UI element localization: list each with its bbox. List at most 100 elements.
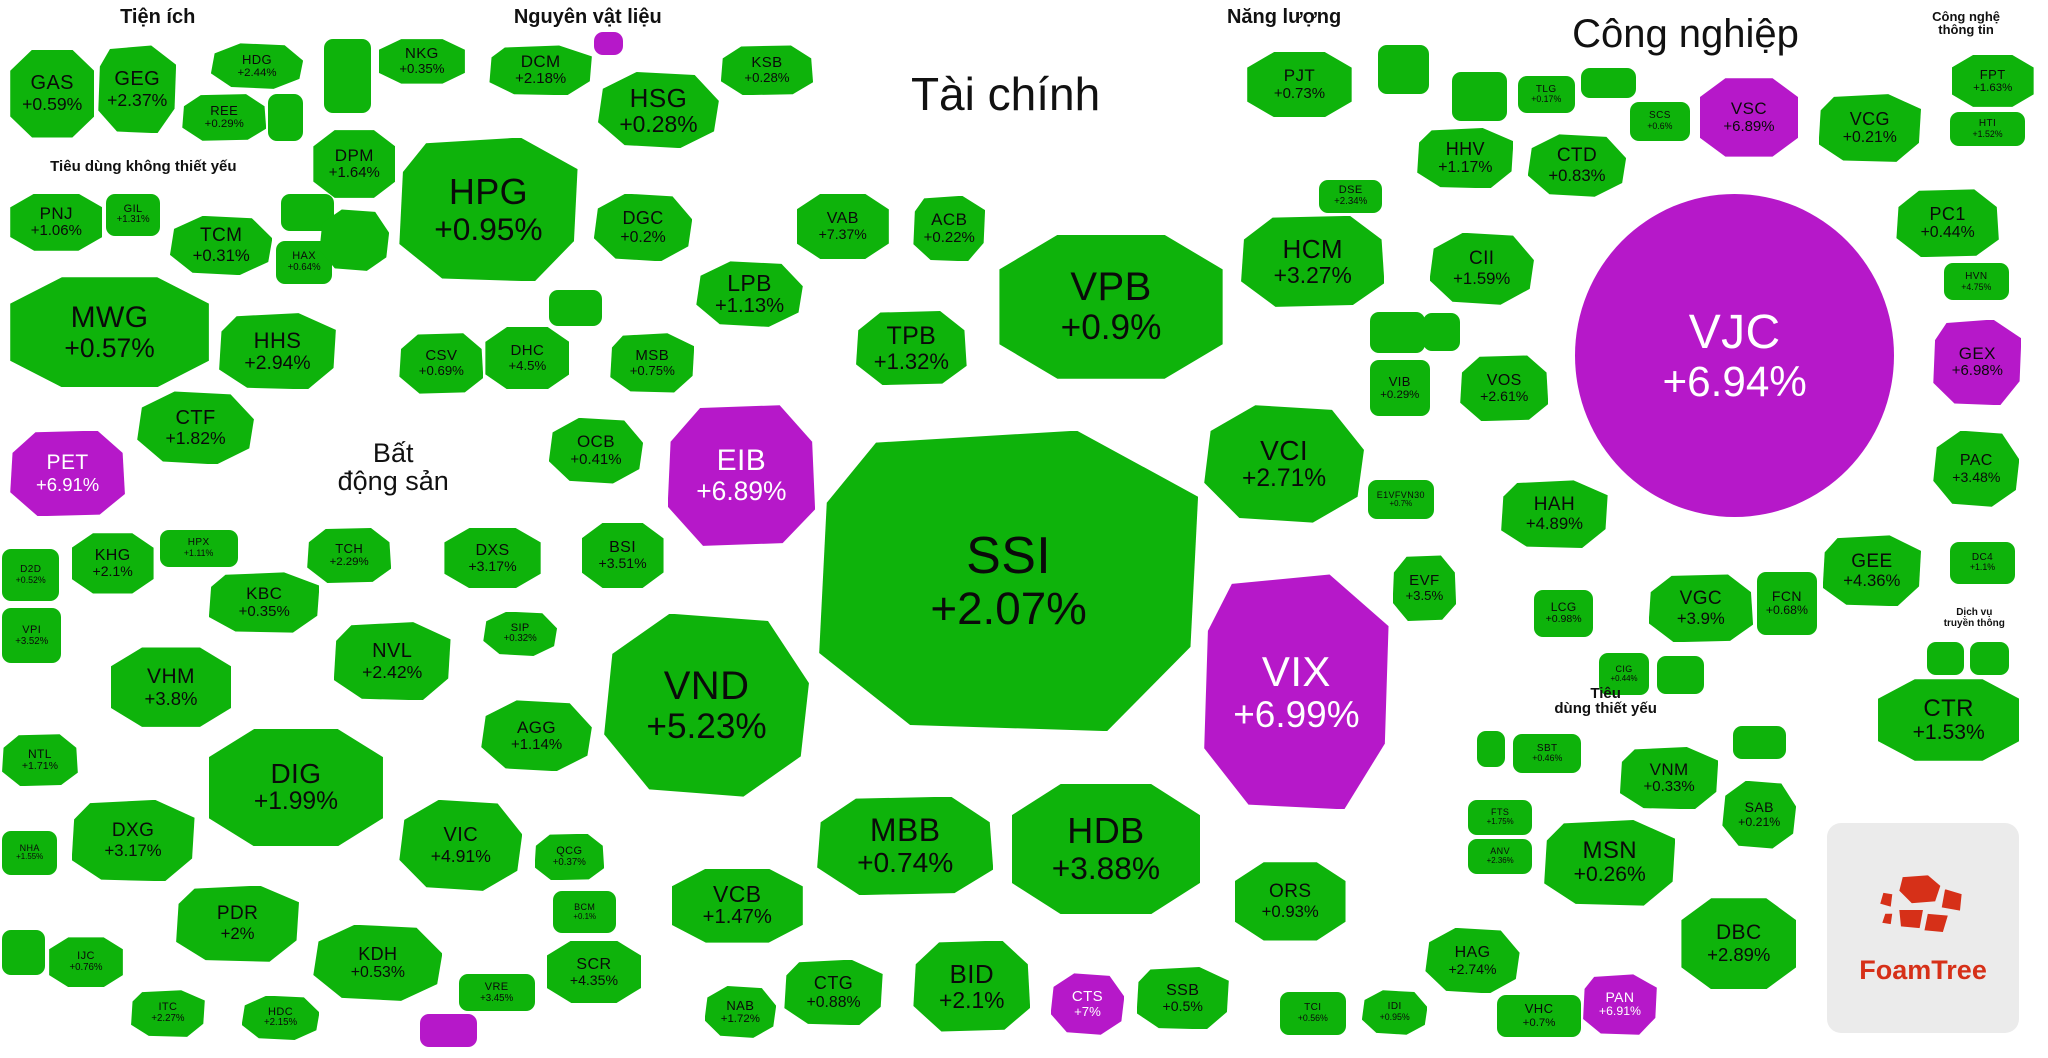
treemap-cell-dxs[interactable]: DXS +3.17% [444, 527, 541, 589]
treemap-cell[interactable] [593, 31, 623, 55]
treemap-cell[interactable] [1732, 725, 1786, 759]
treemap-cell-fts[interactable]: FTS +1.75% [1468, 799, 1532, 835]
treemap-cell-vab[interactable]: VAB +7.37% [796, 193, 889, 260]
treemap-cell-vre[interactable]: VRE +3.45% [458, 974, 535, 1012]
treemap-cell-vnd[interactable]: VND +5.23% [604, 613, 809, 797]
treemap-cell-dcm[interactable]: DCM +2.18% [489, 45, 592, 96]
treemap-cell-idi[interactable]: IDI +0.95% [1361, 990, 1428, 1035]
treemap-cell-ssi[interactable]: SSI +2.07% [819, 430, 1199, 732]
treemap-cell-ocb[interactable]: OCB +0.41% [548, 417, 644, 484]
treemap-cell[interactable] [419, 1013, 478, 1048]
treemap-cell-pjt[interactable]: PJT +0.73% [1247, 51, 1352, 118]
treemap-cell-ksb[interactable]: KSB +0.28% [720, 45, 814, 96]
treemap-cell-nha[interactable]: NHA +1.55% [2, 830, 58, 875]
treemap-cell-kdh[interactable]: KDH +0.53% [313, 924, 443, 1001]
treemap-cell-acb[interactable]: ACB +0.22% [913, 195, 986, 262]
treemap-cell-lpb[interactable]: LPB +1.13% [696, 261, 803, 327]
treemap-cell-tcm[interactable]: TCM +0.31% [169, 215, 273, 276]
treemap-cell-sab[interactable]: SAB +0.21% [1722, 780, 1797, 849]
treemap-cell-gex[interactable]: GEX +6.98% [1933, 319, 2022, 406]
treemap-cell[interactable] [1452, 71, 1508, 121]
treemap-cell-ctr[interactable]: CTR +1.53% [1878, 679, 2020, 761]
treemap-cell[interactable] [1927, 642, 1965, 675]
treemap-cell-vib[interactable]: VIB +0.29% [1370, 359, 1430, 416]
treemap-cell-cii[interactable]: CII +1.59% [1429, 232, 1534, 305]
treemap-cell-vpi[interactable]: VPI +3.52% [2, 608, 62, 664]
treemap-cell-dgc[interactable]: DGC +0.2% [593, 193, 693, 262]
treemap-cell[interactable] [1476, 731, 1506, 768]
treemap-cell-vci[interactable]: VCI +2.71% [1204, 405, 1364, 523]
treemap-cell-cts[interactable]: CTS +7% [1050, 973, 1125, 1035]
treemap-cell[interactable] [1423, 313, 1461, 352]
treemap-cell-cig[interactable]: CIG +0.44% [1599, 652, 1649, 696]
treemap-cell-dxg[interactable]: DXG +3.17% [71, 799, 195, 882]
treemap-cell-pac[interactable]: PAC +3.48% [1933, 430, 2020, 507]
treemap-cell-vcb[interactable]: VCB +1.47% [671, 868, 803, 943]
treemap-cell[interactable] [2, 929, 46, 976]
treemap-cell[interactable] [268, 94, 304, 141]
treemap-cell[interactable] [1970, 642, 2010, 675]
treemap-cell-dhc[interactable]: DHC +4.5% [485, 326, 570, 390]
treemap-cell-gil[interactable]: GIL +1.31% [106, 193, 160, 236]
treemap-cell-scr[interactable]: SCR +4.35% [546, 940, 642, 1003]
treemap-cell-pdr[interactable]: PDR +2% [176, 885, 299, 962]
treemap-cell-qcg[interactable]: QCG +0.37% [534, 833, 605, 881]
treemap-cell-dc4[interactable]: DC4 +1.1% [1949, 541, 2016, 584]
treemap-cell-dpm[interactable]: DPM +1.64% [313, 130, 396, 198]
treemap-cell-tci[interactable]: TCI +0.56% [1280, 992, 1346, 1035]
treemap-cell[interactable] [323, 39, 371, 114]
treemap-cell-scs[interactable]: SCS +0.6% [1630, 101, 1690, 141]
treemap-cell-anv[interactable]: ANV +2.36% [1468, 838, 1532, 874]
treemap-cell-hcm[interactable]: HCM +3.27% [1241, 215, 1385, 307]
treemap-cell-ssb[interactable]: SSB +0.5% [1136, 967, 1229, 1030]
treemap-cell-agg[interactable]: AGG +1.14% [481, 700, 592, 772]
treemap-cell-hdb[interactable]: HDB +3.88% [1011, 783, 1201, 915]
treemap-cell-ijc[interactable]: IJC +0.76% [49, 937, 123, 988]
treemap-cell-ree[interactable]: REE +0.29% [182, 94, 267, 141]
treemap-cell-ors[interactable]: ORS +0.93% [1234, 862, 1346, 941]
treemap-cell-ctg[interactable]: CTG +0.88% [784, 959, 883, 1026]
treemap-cell-e1vfvn30[interactable]: E1VFVN30 +0.7% [1368, 480, 1434, 520]
treemap-cell-fpt[interactable]: FPT +1.63% [1951, 55, 2034, 107]
treemap-cell-vjc[interactable]: VJC +6.94% [1574, 193, 1895, 518]
treemap-cell-vsc[interactable]: VSC +6.89% [1699, 78, 1799, 157]
treemap-cell-evf[interactable]: EVF +3.5% [1392, 555, 1457, 622]
treemap-cell-bcm[interactable]: BCM +0.1% [552, 890, 617, 934]
treemap-cell-lcg[interactable]: LCG +0.98% [1533, 590, 1594, 637]
treemap-cell-dse[interactable]: DSE +2.34% [1318, 179, 1383, 213]
treemap-cell-geg[interactable]: GEG +2.37% [98, 45, 177, 134]
treemap-cell-hah[interactable]: HAH +4.89% [1501, 480, 1608, 549]
treemap-cell-ntl[interactable]: NTL +1.71% [2, 734, 78, 787]
treemap-cell-fcn[interactable]: FCN +0.68% [1757, 572, 1817, 635]
treemap-cell-vic[interactable]: VIC +4.91% [399, 799, 523, 891]
treemap-cell-pet[interactable]: PET +6.91% [10, 430, 125, 517]
treemap-cell-hhs[interactable]: HHS +2.94% [219, 313, 336, 390]
treemap-cell-sbt[interactable]: SBT +0.46% [1513, 734, 1582, 774]
treemap-cell-kbc[interactable]: KBC +0.35% [208, 572, 320, 633]
treemap-cell-d2d[interactable]: D2D +0.52% [2, 549, 60, 601]
treemap-cell-gee[interactable]: GEE +4.36% [1822, 535, 1922, 607]
treemap-cell-vhc[interactable]: VHC +0.7% [1497, 994, 1582, 1037]
treemap-cell-vgc[interactable]: VGC +3.9% [1648, 574, 1754, 643]
treemap-cell-hdg[interactable]: HDG +2.44% [210, 43, 304, 89]
treemap-cell-vos[interactable]: VOS +2.61% [1460, 355, 1549, 422]
treemap-cell-nvl[interactable]: NVL +2.42% [333, 622, 451, 701]
treemap-cell[interactable] [1656, 655, 1704, 695]
treemap-cell-nab[interactable]: NAB +1.72% [704, 986, 777, 1038]
treemap-cell-hvn[interactable]: HVN +4.75% [1943, 263, 2010, 301]
treemap-cell-eib[interactable]: EIB +6.89% [667, 405, 816, 546]
treemap-cell-pc1[interactable]: PC1 +0.44% [1896, 189, 1999, 258]
treemap-cell-tlg[interactable]: TLG +0.17% [1517, 76, 1575, 114]
treemap-cell-ctd[interactable]: CTD +0.83% [1527, 134, 1627, 197]
treemap-cell-hpx[interactable]: HPX +1.11% [159, 530, 238, 568]
treemap-cell-dig[interactable]: DIG +1.99% [208, 728, 383, 847]
treemap-cell[interactable] [1378, 45, 1430, 95]
treemap-cell-vnm[interactable]: VNM +0.33% [1619, 746, 1719, 810]
treemap-cell[interactable] [1370, 312, 1426, 354]
treemap-cell-hag[interactable]: HAG +2.74% [1425, 927, 1520, 994]
treemap-cell-vpb[interactable]: VPB +0.9% [999, 234, 1223, 379]
treemap-cell-hhv[interactable]: HHV +1.17% [1417, 128, 1514, 189]
treemap-cell[interactable] [319, 209, 390, 271]
treemap-cell-nkg[interactable]: NKG +0.35% [378, 39, 465, 84]
treemap-cell-msn[interactable]: MSN +0.26% [1544, 819, 1676, 906]
